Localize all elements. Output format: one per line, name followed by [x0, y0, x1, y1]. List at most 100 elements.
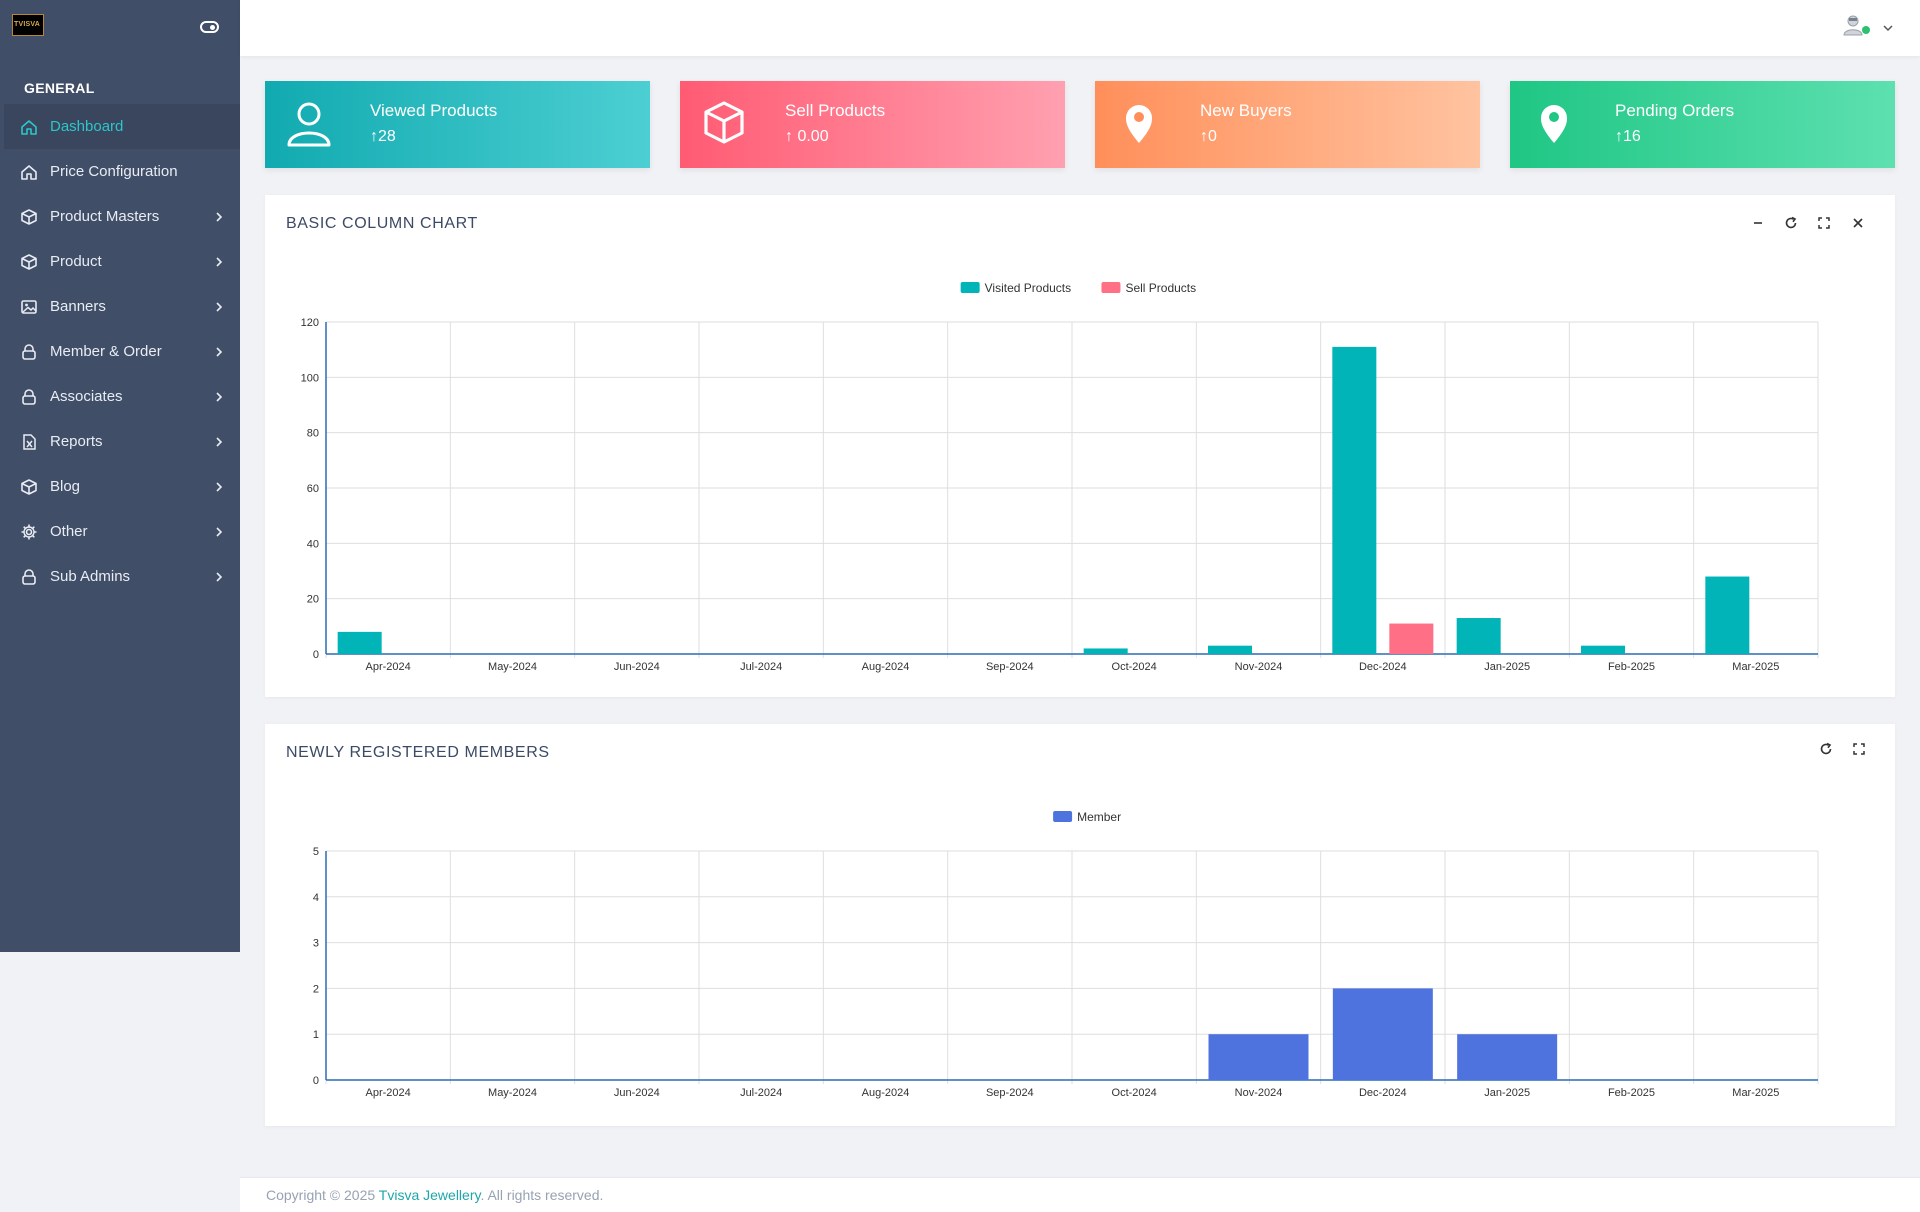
sidebar-item-associates[interactable]: Associates: [4, 374, 240, 419]
legend-label[interactable]: Member: [1077, 810, 1121, 824]
x-tick-label: Dec-2024: [1359, 661, 1407, 673]
sidebar-item-label: Product: [50, 253, 102, 270]
sidebar-item-label: Price Configuration: [50, 163, 178, 180]
chevron-right-icon: [216, 347, 223, 357]
bar[interactable]: [1208, 1034, 1309, 1080]
stat-title: Sell Products: [785, 101, 886, 120]
y-tick-label: 0: [313, 1075, 319, 1087]
sidebar-item-blog[interactable]: Blog: [4, 464, 240, 509]
sidebar-toggle[interactable]: [200, 21, 219, 33]
sidebar-item-product-masters[interactable]: Product Masters: [4, 194, 240, 239]
bar[interactable]: [337, 631, 382, 654]
online-status-dot: [1862, 26, 1870, 34]
bar[interactable]: [1581, 645, 1625, 654]
refresh-icon[interactable]: [1818, 741, 1834, 757]
excel-icon: [23, 434, 36, 450]
image-icon: [21, 300, 37, 314]
panel-title: BASIC COLUMN CHART: [286, 215, 478, 232]
bar[interactable]: [1208, 645, 1252, 654]
sidebar-item-label: Product Masters: [50, 208, 160, 225]
sidebar-item-price-configuration[interactable]: Price Configuration: [4, 149, 240, 194]
sidebar-item-other[interactable]: Other: [4, 509, 240, 554]
stat-title: Viewed Products: [370, 101, 498, 120]
stat-value: ↑16: [1615, 128, 1641, 145]
x-tick-label: Feb-2025: [1608, 1087, 1655, 1099]
map-pin-icon: [1541, 105, 1567, 143]
sidebar-item-sub-admins[interactable]: Sub Admins: [4, 554, 240, 599]
chevron-right-icon: [216, 302, 223, 312]
user-avatar-icon[interactable]: [1842, 14, 1864, 36]
stat-card-new-buyers[interactable]: New Buyers ↑0: [1095, 81, 1480, 168]
bar[interactable]: [1083, 648, 1128, 654]
chevron-down-icon[interactable]: [1882, 22, 1894, 34]
legend-swatch[interactable]: [960, 282, 980, 293]
sidebar-item-label: Banners: [50, 298, 106, 315]
column-chart-panel: BASIC COLUMN CHART Visited Products Sell …: [265, 195, 1895, 697]
x-tick-label: Jul-2024: [740, 1087, 782, 1099]
sidebar-item-label: Associates: [50, 388, 123, 405]
legend-swatch[interactable]: [1053, 811, 1073, 822]
box-icon: [21, 209, 37, 225]
x-tick-label: May-2024: [488, 661, 537, 673]
chevron-right-icon: [216, 212, 223, 222]
x-tick-label: Oct-2024: [1112, 1087, 1157, 1099]
fullscreen-icon[interactable]: [1816, 215, 1832, 231]
stat-title: New Buyers: [1200, 101, 1292, 120]
x-tick-label: May-2024: [488, 1087, 537, 1099]
chevron-right-icon: [216, 482, 223, 492]
x-tick-label: Jun-2024: [614, 1087, 660, 1099]
copyright-text: Copyright © 2025 Tvisva Jewellery. All r…: [266, 1187, 604, 1203]
sidebar-item-label: Blog: [50, 478, 81, 495]
sidebar-item-reports[interactable]: Reports: [4, 419, 240, 464]
bar[interactable]: [1389, 623, 1434, 654]
x-tick-label: Aug-2024: [862, 1087, 910, 1099]
x-tick-label: Jul-2024: [740, 661, 782, 673]
x-tick-label: Mar-2025: [1732, 661, 1779, 673]
stat-card-pending-orders[interactable]: Pending Orders ↑16: [1510, 81, 1895, 168]
box-icon: [704, 101, 744, 144]
chevron-right-icon: [216, 572, 223, 582]
sidebar-item-banners[interactable]: Banners: [4, 284, 240, 329]
bar[interactable]: [1456, 618, 1501, 654]
bar[interactable]: [1457, 1034, 1558, 1080]
topbar: [240, 0, 1920, 56]
sidebar-item-member-order[interactable]: Member & Order: [4, 329, 240, 374]
fullscreen-icon[interactable]: [1851, 741, 1867, 757]
x-tick-label: Jan-2025: [1484, 1087, 1530, 1099]
close-icon[interactable]: [1850, 215, 1866, 231]
stat-value: ↑ 0.00: [785, 128, 829, 145]
minimize-icon[interactable]: [1750, 215, 1766, 231]
x-tick-label: Nov-2024: [1235, 1087, 1283, 1099]
x-tick-label: Jan-2025: [1484, 661, 1530, 673]
bar[interactable]: [1705, 576, 1750, 654]
footer: Copyright © 2025 Tvisva Jewellery. All r…: [240, 1177, 1920, 1212]
y-tick-label: 80: [307, 428, 319, 440]
chevron-right-icon: [216, 437, 223, 447]
sidebar: TVISVA GENERAL Dashboard Price Configurat…: [0, 0, 240, 952]
bar[interactable]: [1332, 988, 1433, 1080]
legend-label[interactable]: Visited Products: [985, 281, 1072, 295]
sidebar-item-label: Dashboard: [50, 118, 124, 135]
bar[interactable]: [1332, 346, 1377, 654]
stat-value: ↑0: [1200, 128, 1217, 145]
lock-icon: [22, 344, 36, 360]
stat-card-sell-products[interactable]: Sell Products ↑ 0.00: [680, 81, 1065, 168]
legend-swatch[interactable]: [1101, 282, 1121, 293]
sidebar-item-dashboard[interactable]: Dashboard: [4, 104, 240, 149]
sidebar-item-label: Reports: [50, 433, 103, 450]
stat-card-viewed-products[interactable]: Viewed Products ↑28: [265, 81, 650, 168]
sidebar-item-product[interactable]: Product: [4, 239, 240, 284]
brand-logo[interactable]: TVISVA: [12, 14, 44, 36]
gear-icon: [21, 524, 37, 540]
y-tick-label: 20: [307, 594, 319, 606]
y-tick-label: 100: [301, 372, 319, 384]
panel-title: NEWLY REGISTERED MEMBERS: [286, 744, 550, 761]
chevron-right-icon: [216, 392, 223, 402]
y-tick-label: 120: [301, 317, 319, 329]
y-tick-label: 3: [313, 938, 319, 950]
stat-value: ↑28: [370, 128, 396, 145]
refresh-icon[interactable]: [1783, 215, 1799, 231]
footer-brand-link[interactable]: Tvisva Jewellery: [378, 1187, 481, 1203]
x-tick-label: Sep-2024: [986, 1087, 1034, 1099]
legend-label[interactable]: Sell Products: [1125, 281, 1196, 295]
